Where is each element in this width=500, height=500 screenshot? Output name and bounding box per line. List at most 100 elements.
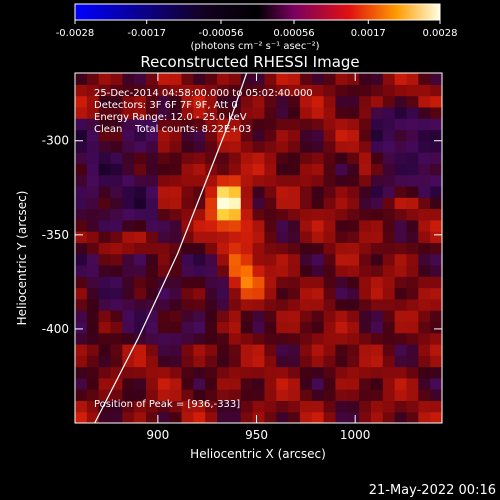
heatmap-cell <box>382 355 396 368</box>
heatmap-cell <box>193 140 206 153</box>
heatmap-cell <box>193 95 206 108</box>
heatmap-cell <box>335 73 348 85</box>
heatmap-cell <box>217 95 230 108</box>
heatmap-cell <box>335 321 348 334</box>
heatmap-cell <box>418 389 431 402</box>
heatmap-cell <box>430 163 442 176</box>
heatmap-cell <box>382 219 396 232</box>
heatmap-cell <box>406 355 419 368</box>
heatmap-cell <box>347 377 360 390</box>
heatmap-cell <box>418 411 431 423</box>
heatmap-cell <box>323 264 337 277</box>
heatmap-cell <box>418 208 431 221</box>
heatmap-cell <box>382 276 396 289</box>
heatmap-cell <box>299 389 313 402</box>
heatmap-cell <box>418 73 431 85</box>
heatmap-cell <box>146 332 159 345</box>
heatmap-cell <box>75 355 88 368</box>
heatmap-cell <box>228 197 242 210</box>
heatmap-cell <box>359 400 372 413</box>
heatmap-cell <box>299 343 313 356</box>
heatmap-cell <box>169 355 183 368</box>
heatmap-cell <box>193 287 206 300</box>
heatmap-cell <box>146 389 159 402</box>
heatmap-cell <box>181 174 194 187</box>
heatmap-cell <box>347 152 360 164</box>
heatmap-cell <box>311 118 325 131</box>
heatmap-cell <box>382 95 396 108</box>
heatmap-cell <box>299 152 313 164</box>
axis-ticks: 900 950 1000 -300 -350 -400 <box>42 73 442 442</box>
heatmap-cell <box>146 163 159 176</box>
heatmap-cell <box>264 174 277 187</box>
heatmap-cell <box>276 298 289 311</box>
heatmap-cell <box>75 411 88 423</box>
heatmap-cell <box>359 411 372 423</box>
heatmap-cell <box>228 185 242 198</box>
heatmap-cell <box>252 411 266 423</box>
heatmap-cell <box>299 366 313 379</box>
heatmap-cell <box>240 287 254 300</box>
heatmap-cell <box>276 84 289 97</box>
heatmap-cell <box>98 231 112 243</box>
heatmap-cell <box>299 310 313 322</box>
heatmap-cell <box>75 140 88 153</box>
heatmap-cell <box>299 253 313 266</box>
heatmap-cell <box>98 174 112 187</box>
heatmap-cell <box>205 140 218 153</box>
heatmap-cell <box>228 411 242 423</box>
heatmap-cell <box>264 163 277 176</box>
heatmap-cell <box>98 129 112 142</box>
heatmap-cell <box>370 310 384 322</box>
heatmap-cell <box>370 106 384 119</box>
heatmap-cell <box>122 231 135 243</box>
heatmap-cell <box>264 152 277 164</box>
heatmap-cell <box>370 118 384 131</box>
heatmap-cell <box>418 84 431 97</box>
heatmap-cell <box>75 197 88 210</box>
heatmap-cell <box>146 197 159 210</box>
heatmap-cell <box>264 400 277 413</box>
heatmap-cell <box>252 152 266 164</box>
heatmap-cell <box>75 321 88 334</box>
heatmap-cell <box>181 106 194 119</box>
heatmap-cell <box>406 321 419 334</box>
heatmap-cell <box>217 84 230 97</box>
heatmap-cell <box>134 208 147 221</box>
heatmap-cell <box>335 106 348 119</box>
heatmap-cell <box>86 140 100 153</box>
heatmap-cell <box>157 73 171 85</box>
heatmap-cell <box>157 185 171 198</box>
heatmap-cell <box>382 400 396 413</box>
heatmap-cell <box>157 343 171 356</box>
heatmap-cell <box>288 208 301 221</box>
heatmap-cell <box>347 219 360 232</box>
heatmap-cell <box>110 343 123 356</box>
heatmap-cells <box>75 73 442 423</box>
heatmap-cell <box>430 366 442 379</box>
heatmap-cell <box>394 400 408 413</box>
heatmap-cell <box>252 95 266 108</box>
heatmap-cell <box>193 73 206 85</box>
heatmap-cell <box>335 208 348 221</box>
heatmap-cell <box>75 366 88 379</box>
heatmap-cell <box>217 287 230 300</box>
heatmap-cell <box>205 321 218 334</box>
heatmap-cell <box>335 84 348 97</box>
heatmap-cell <box>276 355 289 368</box>
heatmap-cell <box>157 208 171 221</box>
heatmap-cell <box>264 310 277 322</box>
heatmap-cell <box>122 95 135 108</box>
heatmap-cell <box>157 321 171 334</box>
heatmap-cell <box>430 152 442 164</box>
heatmap-cell <box>347 276 360 289</box>
heatmap-cell <box>406 231 419 243</box>
plot-frame <box>74 72 443 424</box>
heatmap-cell <box>75 118 88 131</box>
heatmap-cell <box>311 276 325 289</box>
colorbar <box>74 3 441 21</box>
heatmap-cell <box>252 129 266 142</box>
heatmap-cell <box>157 355 171 368</box>
heatmap-cell <box>240 73 254 85</box>
heatmap-cell <box>299 129 313 142</box>
